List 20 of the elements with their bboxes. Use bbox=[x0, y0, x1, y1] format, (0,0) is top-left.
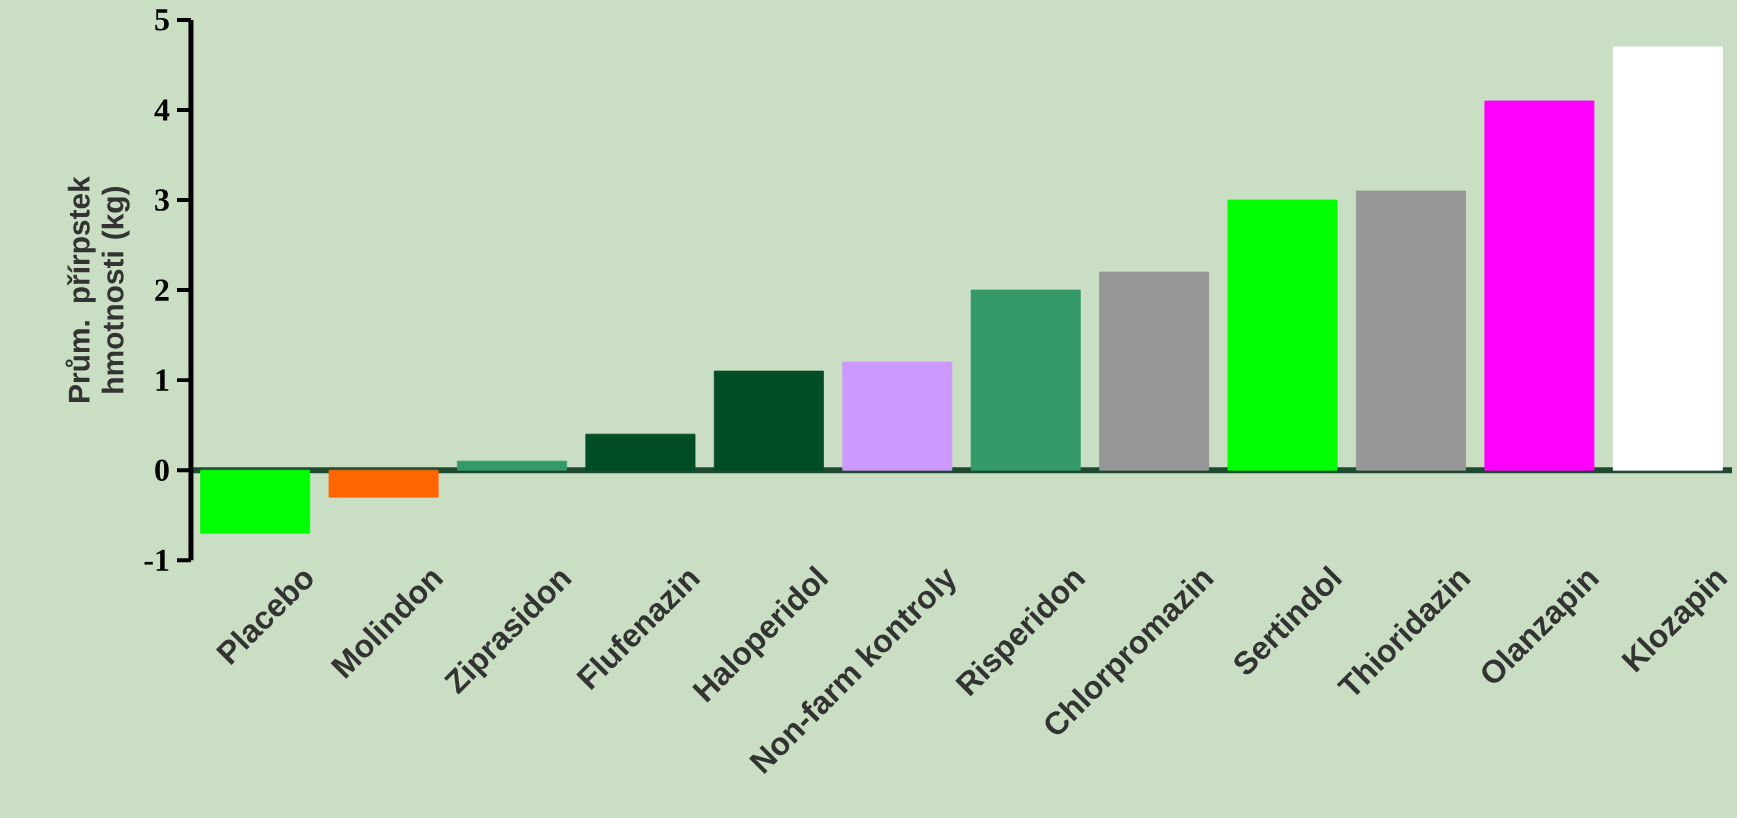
bar bbox=[842, 361, 953, 471]
bar bbox=[328, 469, 439, 498]
bar bbox=[1227, 199, 1338, 471]
bar bbox=[970, 289, 1081, 471]
bar bbox=[713, 370, 824, 471]
y-tick-label: 4 bbox=[154, 99, 170, 121]
y-tick-label: 2 bbox=[155, 279, 169, 301]
bar bbox=[1356, 190, 1466, 471]
y-axis-title: Prům. přírpstek hmotnosti (kg) bbox=[65, 176, 130, 402]
y-tick-label: 1 bbox=[156, 369, 169, 391]
bar bbox=[585, 433, 696, 471]
y-tick-label: -1 bbox=[144, 549, 169, 571]
y-tick-label: 5 bbox=[155, 9, 169, 31]
y-tick-label: 3 bbox=[155, 189, 169, 211]
bar bbox=[1099, 271, 1210, 471]
bar bbox=[200, 469, 311, 534]
bar bbox=[1484, 100, 1595, 471]
y-tick-label: 0 bbox=[155, 459, 169, 481]
bar bbox=[1612, 46, 1723, 471]
bar bbox=[457, 460, 567, 471]
